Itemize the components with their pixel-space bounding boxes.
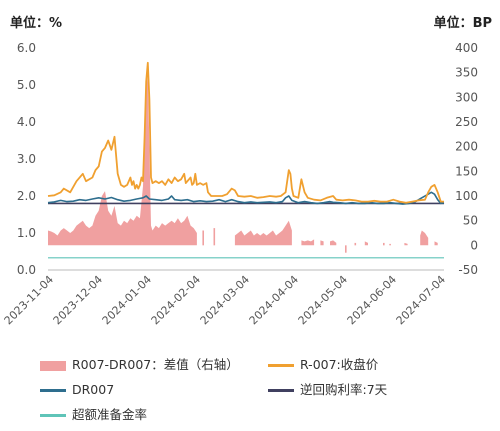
- spread-area: [420, 230, 429, 246]
- spread-area: [404, 242, 408, 246]
- left-tick-label: 5.0: [17, 78, 36, 92]
- right-tick-label: 350: [455, 66, 478, 80]
- r007-line: [47, 61, 444, 204]
- x-tick-label: 2024-02-04: [149, 273, 203, 327]
- left-tick-label: 4.0: [17, 115, 36, 129]
- chart-legend: R007-DR007：差值（右轴） R-007:收盘价 DR007 逆回购利率:7天超…: [0, 354, 500, 429]
- spread-area: [301, 239, 315, 246]
- spread-area: [202, 230, 204, 246]
- legend-item-rrr: 超额准备金率: [40, 406, 147, 424]
- legend-label: R007-DR007：差值（右轴）: [72, 357, 239, 372]
- dr007-line: [47, 191, 445, 205]
- spread-area: [364, 241, 368, 246]
- spread-area: [354, 242, 357, 246]
- right-axis-unit: 单位：BP: [433, 16, 492, 31]
- spread-area: [320, 240, 324, 246]
- legend-label: R-007:收盘价: [300, 357, 379, 372]
- right-tick-label: 100: [455, 189, 478, 203]
- spread-area: [48, 72, 197, 246]
- legend-item-dr007: DR007: [40, 381, 114, 399]
- x-tick-label: 2023-11-04: [2, 273, 56, 327]
- legend-swatch: [268, 389, 294, 392]
- spread-area: [434, 241, 438, 246]
- legend-swatch: [40, 414, 66, 417]
- right-tick-label: 0: [470, 238, 478, 252]
- chart-plot: 0.0 1.0 2.0 3.0 4.0 5.0 6.0 -50 0 50 100 150 200 250 3…: [2, 41, 478, 327]
- right-tick-label: 300: [455, 90, 478, 104]
- x-tick-label: 2023-12-04: [51, 273, 105, 327]
- spread-area: [345, 245, 347, 253]
- x-tick-label: 2024-06-04: [345, 273, 399, 327]
- left-tick-label: 6.0: [17, 41, 36, 55]
- legend-label: DR007: [72, 382, 115, 397]
- right-tick-label: 400: [455, 41, 478, 55]
- legend-label: 超额准备金率: [72, 407, 148, 422]
- legend-label: 逆回购利率:7天: [300, 382, 388, 397]
- spread-area: [234, 220, 292, 246]
- x-tick-label: 2024-05-04: [296, 273, 350, 327]
- legend-item-r007: R-007:收盘价: [268, 356, 378, 374]
- legend-item-repo: 逆回购利率:7天: [268, 381, 387, 399]
- left-tick-label: 2.0: [17, 189, 36, 203]
- right-tick-label: 200: [455, 140, 478, 154]
- spread-area: [383, 242, 385, 246]
- left-axis-unit: 单位：%: [10, 16, 63, 31]
- right-tick-label: 50: [463, 214, 478, 228]
- legend-swatch: [40, 389, 66, 392]
- spread-area: [213, 228, 216, 246]
- x-tick-label: 2024-07-04: [394, 273, 448, 327]
- x-tick-label: 2024-04-04: [247, 273, 301, 327]
- right-tick-label: 250: [455, 115, 478, 129]
- spread-area: [389, 243, 391, 246]
- left-tick-label: 3.0: [17, 152, 36, 166]
- left-tick-label: 0.0: [17, 263, 36, 277]
- right-tick-label: -50: [458, 263, 478, 277]
- left-tick-label: 1.0: [17, 226, 36, 240]
- legend-swatch: [268, 364, 294, 367]
- x-tick-label: 2024-03-04: [198, 273, 252, 327]
- right-tick-label: 150: [455, 164, 478, 178]
- x-tick-label: 2024-01-04: [100, 273, 154, 327]
- legend-item-spread: R007-DR007：差值（右轴）: [40, 356, 239, 374]
- legend-swatch: [40, 360, 66, 371]
- spread-area: [330, 240, 337, 246]
